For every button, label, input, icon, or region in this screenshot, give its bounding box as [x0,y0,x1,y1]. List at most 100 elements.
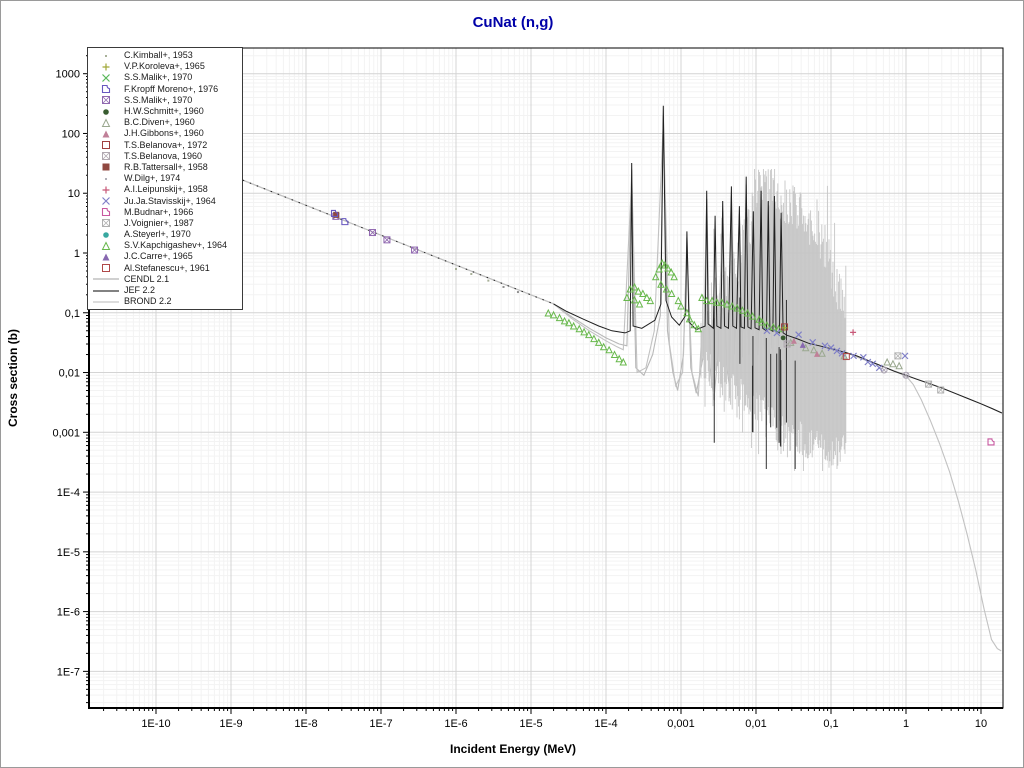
line-legend-marker-icon [88,297,124,307]
series-t-s-belanova-1960 [783,340,791,348]
legend-item-16: A.Steyerl+, 1970 [88,229,242,240]
tri-fill-legend-marker-icon [88,252,124,262]
chart-title: CuNat (n,g) [472,14,554,31]
legend-item-12: A.I.Leipunskij+, 1958 [88,184,242,195]
legend-item-17: S.V.Kapchigashev+, 1964 [88,240,242,251]
legend-item-label: J.C.Carre+, 1965 [124,251,193,262]
series-h-w-schmitt-1960 [780,335,786,341]
svg-text:1E-6: 1E-6 [57,607,80,619]
plus-legend-marker-icon [88,185,124,195]
legend-item-0: C.Kimball+, 1953 [88,50,242,61]
legend-item-label: C.Kimball+, 1953 [124,50,193,61]
legend-item-3: F.Kropff Moreno+, 1976 [88,84,242,95]
legend-box: C.Kimball+, 1953 V.P.Koroleva+, 1965 S.S.M… [87,47,243,311]
legend-item-label: B.C.Diven+, 1960 [124,117,195,128]
series-w-dilg-1974 [502,285,519,294]
svg-text:0,1: 0,1 [823,718,838,730]
plus-legend-marker-icon [88,62,124,72]
scallop-legend-marker-icon [88,84,124,94]
legend-item-label: CENDL 2.1 [124,273,170,284]
sq-open-legend-marker-icon [88,140,124,150]
legend-item-15: J.Voignier+, 1987 [88,218,242,229]
legend-item-9: T.S.Belanova, 1960 [88,151,242,162]
svg-text:0,001: 0,001 [667,718,695,730]
boxx-legend-marker-icon [88,151,124,161]
line-legend-marker-icon [88,274,124,284]
series-j-voignier-1987-crossed-circle- [880,366,910,379]
legend-item-label: F.Kropff Moreno+, 1976 [124,83,219,94]
dot-legend-marker-icon [88,51,124,61]
series-v-p-koroleva-1965 [781,324,788,331]
legend-item-7: J.H.Gibbons+, 1960 [88,128,242,139]
series-f-kropff-moreno-1976 [330,209,349,226]
svg-text:1000: 1000 [56,69,80,81]
circle-fill-legend-marker-icon [88,230,124,240]
svg-text:1E-5: 1E-5 [519,718,542,730]
legend-item-label: V.P.Koroleva+, 1965 [124,61,205,72]
svg-text:1E-4: 1E-4 [57,487,80,499]
legend-item-label: H.W.Schmitt+, 1960 [124,106,204,117]
svg-text:1E-4: 1E-4 [594,718,617,730]
legend-item-label: A.Steyerl+, 1970 [124,229,191,240]
legend-item-label: S.S.Malik+, 1970 [124,72,193,83]
svg-text:10: 10 [975,718,987,730]
svg-text:0,001: 0,001 [52,427,80,439]
series-m-budnar-1966 [987,438,995,446]
sq-fill-legend-marker-icon [88,162,124,172]
x-tick-labels: 1E-10 1E-9 1E-8 1E-7 1E-6 1E-5 1E-4 0,001 0,01 0,… [141,718,987,730]
svg-text:0,01: 0,01 [59,368,80,380]
legend-item-label: S.V.Kapchigashev+, 1964 [124,240,227,251]
y-axis-title: Cross section (b) [6,329,20,428]
sq-open-legend-marker-icon [88,263,124,273]
legend-item-4: S.S.Malik+, 1970 [88,95,242,106]
svg-text:100: 100 [62,128,80,140]
svg-text:10: 10 [68,188,80,200]
svg-text:1E-5: 1E-5 [57,547,80,559]
scatter-series [330,209,995,446]
series-c-kimball-1953 [455,267,490,282]
legend-item-label: Ju.Ja.Stavisskij+, 1964 [124,195,216,206]
legend-item-label: BROND 2.2 [124,296,172,307]
scallop-legend-marker-icon [88,207,124,217]
legend-item-20: CENDL 2.1 [88,274,242,285]
svg-text:1E-8: 1E-8 [294,718,317,730]
y-tick-labels: 1000 100 10 1 0,1 0,01 0,001 1E-4 1E-5 1E-6 1E-7 [52,69,80,679]
legend-item-2: S.S.Malik+, 1970 [88,72,242,83]
svg-text:1E-7: 1E-7 [57,666,80,678]
dot-legend-marker-icon [88,174,124,184]
x-legend-marker-icon [88,196,124,206]
legend-item-13: Ju.Ja.Stavisskij+, 1964 [88,195,242,206]
series-al-stefanescu-1961 [842,353,850,361]
legend-item-10: R.B.Tattersall+, 1958 [88,162,242,173]
series-j-h-gibbons-1960 [790,337,820,357]
x-axis-title: Incident Energy (MeV) [449,742,577,756]
svg-text:1: 1 [903,718,909,730]
series-a-i-leipunskij-1958 [850,329,857,336]
legend-item-21: JEF 2.2 [88,285,242,296]
legend-item-label: T.S.Belanova+, 1972 [124,139,208,150]
legend-item-22: BROND 2.2 [88,296,242,307]
legend-item-1: V.P.Koroleva+, 1965 [88,61,242,72]
tri-open-legend-marker-icon [88,118,124,128]
series-s-v-kapchigashev-1964 [544,258,783,366]
legend-item-label: J.H.Gibbons+, 1960 [124,128,204,139]
legend-item-label: JEF 2.2 [124,285,156,296]
boxx-legend-marker-icon [88,95,124,105]
svg-text:1E-6: 1E-6 [444,718,467,730]
legend-item-19: Al.Stefanescu+, 1961 [88,263,242,274]
legend-item-label: M.Budnar+, 1966 [124,206,194,217]
series-r-b-tattersall-1958 [333,211,340,218]
legend-item-label: R.B.Tattersall+, 1958 [124,161,208,172]
circle-fill-legend-marker-icon [88,107,124,117]
legend-item-8: T.S.Belanova+, 1972 [88,140,242,151]
svg-text:1E-10: 1E-10 [141,718,170,730]
x-legend-marker-icon [88,73,124,83]
series-ju-ja-stavisskij-1964 [763,327,909,372]
legend-item-5: H.W.Schmitt+, 1960 [88,106,242,117]
line-legend-marker-icon [88,286,124,296]
svg-text:1E-9: 1E-9 [219,718,242,730]
series-j-voignier-1987 [894,352,945,394]
legend-item-label: S.S.Malik+, 1970 [124,94,193,105]
legend-item-label: W.Dilg+, 1974 [124,173,181,184]
tri-open-legend-marker-icon [88,241,124,251]
